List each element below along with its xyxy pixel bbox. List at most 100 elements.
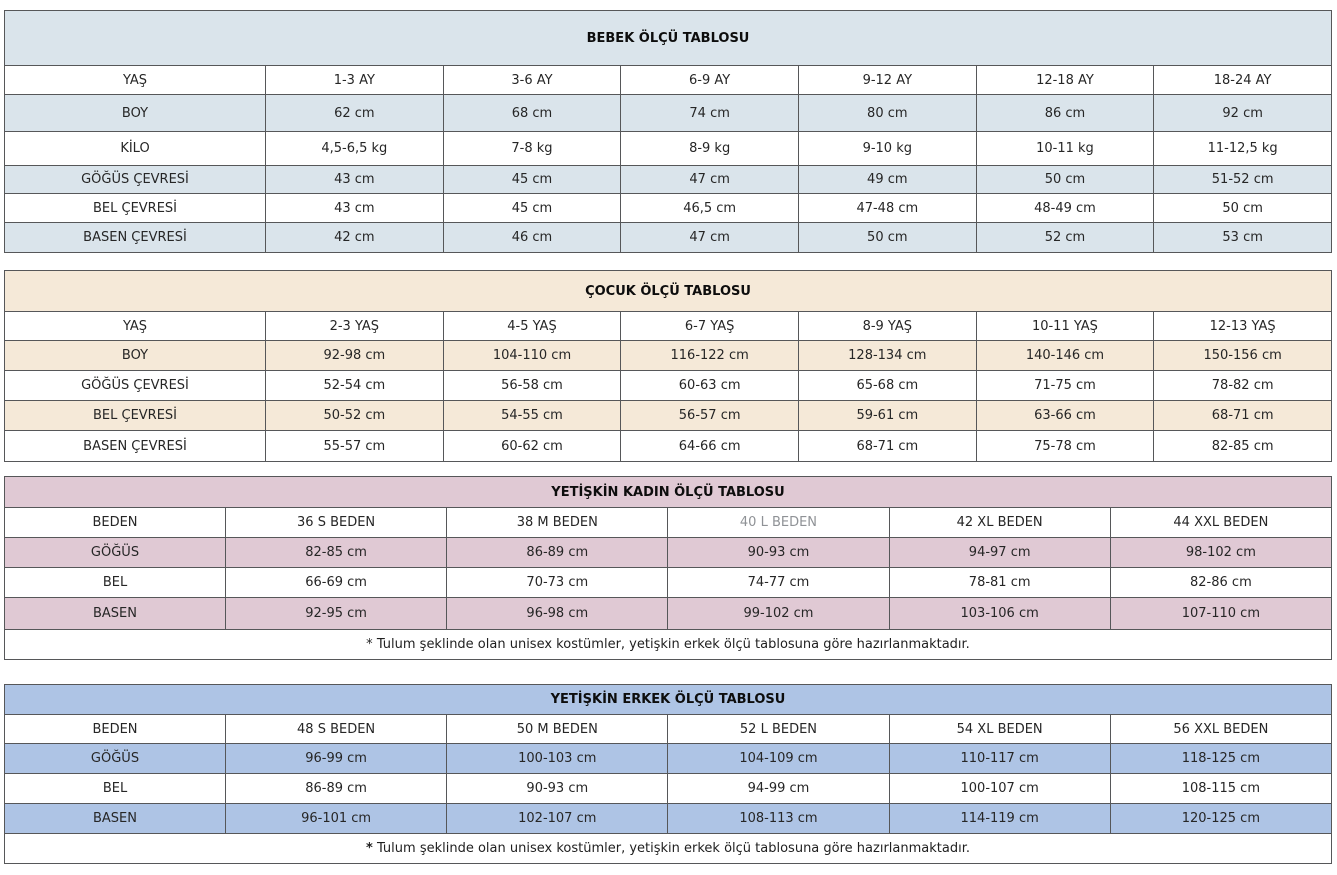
- cell: 140-146 cm: [975, 340, 1155, 371]
- cell: 116-122 cm: [620, 340, 799, 371]
- page-title: ÇOCUK ÖLÇÜ TABLOSU: [4, 270, 1332, 312]
- column-header: 52 L BEDEN: [667, 714, 890, 744]
- footnote: * Tulum şeklinde olan unisex kostümler, …: [4, 833, 1332, 864]
- cell: 11-12,5 kg: [1153, 131, 1332, 166]
- cell: 82-85 cm: [224, 537, 448, 568]
- column-header-row: BEDEN 48 S BEDEN 50 M BEDEN 52 L BEDEN 54 XL…: [4, 714, 1333, 744]
- data-row: GÖĞÜS ÇEVRESİ 43 cm 45 cm 47 cm 49 cm 50 cm 51…: [4, 165, 1332, 194]
- row-label: BEL: [4, 773, 226, 804]
- cell: 74 cm: [620, 94, 799, 132]
- page-title: BEBEK ÖLÇÜ TABLOSU: [4, 10, 1332, 66]
- cell: 48-49 cm: [975, 193, 1155, 223]
- data-row: KİLO 4,5-6,5 kg 7-8 kg 8-9 kg 9-10 kg 10-11 k…: [4, 131, 1332, 166]
- column-header: 6-9 AY: [620, 65, 799, 95]
- row-label: GÖĞÜS: [4, 537, 226, 568]
- column-header: 8-9 YAŞ: [797, 311, 977, 341]
- cell: 96-98 cm: [446, 597, 669, 630]
- cell: 86-89 cm: [446, 537, 669, 568]
- cell: 43 cm: [265, 193, 444, 223]
- cell: 75-78 cm: [975, 430, 1155, 462]
- column-header: 48 S BEDEN: [224, 714, 448, 744]
- cell: 50 cm: [797, 222, 977, 253]
- cell: 98-102 cm: [1109, 537, 1333, 568]
- column-header-row: BEDEN 36 S BEDEN 38 M BEDEN 40 L BEDEN 42 XL…: [4, 507, 1333, 538]
- cell: 47 cm: [620, 222, 799, 253]
- cell: 71-75 cm: [975, 370, 1155, 401]
- cell: 56-57 cm: [620, 400, 799, 431]
- cell: 64-66 cm: [620, 430, 799, 462]
- data-row: GÖĞÜS ÇEVRESİ 52-54 cm 56-58 cm 60-63 cm 65-…: [4, 370, 1332, 401]
- cell: 92-98 cm: [265, 340, 444, 371]
- cell: 86 cm: [975, 94, 1155, 132]
- data-row: BASEN 92-95 cm 96-98 cm 99-102 cm 103-106 cm…: [4, 597, 1333, 630]
- cell: 53 cm: [1153, 222, 1332, 253]
- cell: 90-93 cm: [446, 773, 669, 804]
- footnote: * Tulum şeklinde olan unisex kostümler, …: [4, 629, 1332, 660]
- data-row: GÖĞÜS 82-85 cm 86-89 cm 90-93 cm 94-97 cm 98-…: [4, 537, 1333, 568]
- cell: 102-107 cm: [446, 803, 669, 834]
- column-header: 10-11 YAŞ: [975, 311, 1155, 341]
- cell: 50 cm: [1153, 193, 1332, 223]
- page-title: YETİŞKİN KADIN ÖLÇÜ TABLOSU: [4, 476, 1332, 508]
- cell: 46,5 cm: [620, 193, 799, 223]
- table-footnote-row: * Tulum şeklinde olan unisex kostümler, …: [4, 629, 1332, 660]
- footnote-marker: *: [366, 637, 373, 652]
- cell: 100-103 cm: [446, 743, 669, 774]
- cell: 47-48 cm: [797, 193, 977, 223]
- footnote-marker: *: [366, 841, 373, 856]
- table-title-row: ÇOCUK ÖLÇÜ TABLOSU: [4, 270, 1332, 312]
- cell: 90-93 cm: [667, 537, 890, 568]
- column-header: 1-3 AY: [265, 65, 444, 95]
- cell: 96-101 cm: [224, 803, 448, 834]
- adult-women-size-table: YETİŞKİN KADIN ÖLÇÜ TABLOSU BEDEN 36 S BE…: [4, 476, 1333, 660]
- cell: 47 cm: [620, 165, 799, 194]
- data-row: BASEN ÇEVRESİ 42 cm 46 cm 47 cm 50 cm 52 cm 53…: [4, 222, 1332, 253]
- cell: 55-57 cm: [265, 430, 444, 462]
- baby-size-table: BEBEK ÖLÇÜ TABLOSU YAŞ 1-3 AY 3-6 AY 6-9 AY…: [4, 10, 1332, 253]
- column-header: 12-18 AY: [975, 65, 1155, 95]
- cell: 62 cm: [265, 94, 444, 132]
- footnote-text: Tulum şeklinde olan unisex kostümler, ye…: [376, 637, 970, 652]
- cell: 103-106 cm: [888, 597, 1111, 630]
- row-label: GÖĞÜS: [4, 743, 226, 774]
- column-header-row: YAŞ 2-3 YAŞ 4-5 YAŞ 6-7 YAŞ 8-9 YAŞ 10-11 YAŞ…: [4, 311, 1332, 341]
- cell: 50 cm: [975, 165, 1155, 194]
- cell: 92-95 cm: [224, 597, 448, 630]
- row-label: KİLO: [4, 131, 266, 166]
- column-header: 40 L BEDEN: [667, 507, 890, 538]
- column-header: 6-7 YAŞ: [620, 311, 799, 341]
- row-label: BEL: [4, 567, 226, 598]
- row-label: BOY: [4, 340, 266, 371]
- column-header: 42 XL BEDEN: [888, 507, 1111, 538]
- data-row: BEL 66-69 cm 70-73 cm 74-77 cm 78-81 cm 82-86…: [4, 567, 1333, 598]
- cell: 68-71 cm: [797, 430, 977, 462]
- footnote-text: Tulum şeklinde olan unisex kostümler, ye…: [376, 841, 970, 856]
- data-row: BOY 92-98 cm 104-110 cm 116-122 cm 128-134 c…: [4, 340, 1332, 371]
- cell: 80 cm: [797, 94, 977, 132]
- cell: 52-54 cm: [265, 370, 444, 401]
- table-title-row: BEBEK ÖLÇÜ TABLOSU: [4, 10, 1332, 66]
- table-footnote-row: * Tulum şeklinde olan unisex kostümler, …: [4, 833, 1332, 864]
- column-header: 44 XXL BEDEN: [1109, 507, 1333, 538]
- cell: 63-66 cm: [975, 400, 1155, 431]
- cell: 66-69 cm: [224, 567, 448, 598]
- cell: 110-117 cm: [888, 743, 1111, 774]
- cell: 68-71 cm: [1153, 400, 1332, 431]
- column-header: 3-6 AY: [442, 65, 622, 95]
- cell: 99-102 cm: [667, 597, 890, 630]
- cell: 78-82 cm: [1153, 370, 1332, 401]
- column-header: 56 XXL BEDEN: [1109, 714, 1333, 744]
- child-size-table: ÇOCUK ÖLÇÜ TABLOSU YAŞ 2-3 YAŞ 4-5 YAŞ 6-7 …: [4, 270, 1332, 462]
- cell: 78-81 cm: [888, 567, 1111, 598]
- cell: 54-55 cm: [442, 400, 622, 431]
- cell: 56-58 cm: [442, 370, 622, 401]
- row-label: BASEN: [4, 597, 226, 630]
- cell: 4,5-6,5 kg: [265, 131, 444, 166]
- cell: 65-68 cm: [797, 370, 977, 401]
- row-label: BEDEN: [4, 714, 226, 744]
- cell: 94-99 cm: [667, 773, 890, 804]
- column-header: 54 XL BEDEN: [888, 714, 1111, 744]
- cell: 52 cm: [975, 222, 1155, 253]
- cell: 49 cm: [797, 165, 977, 194]
